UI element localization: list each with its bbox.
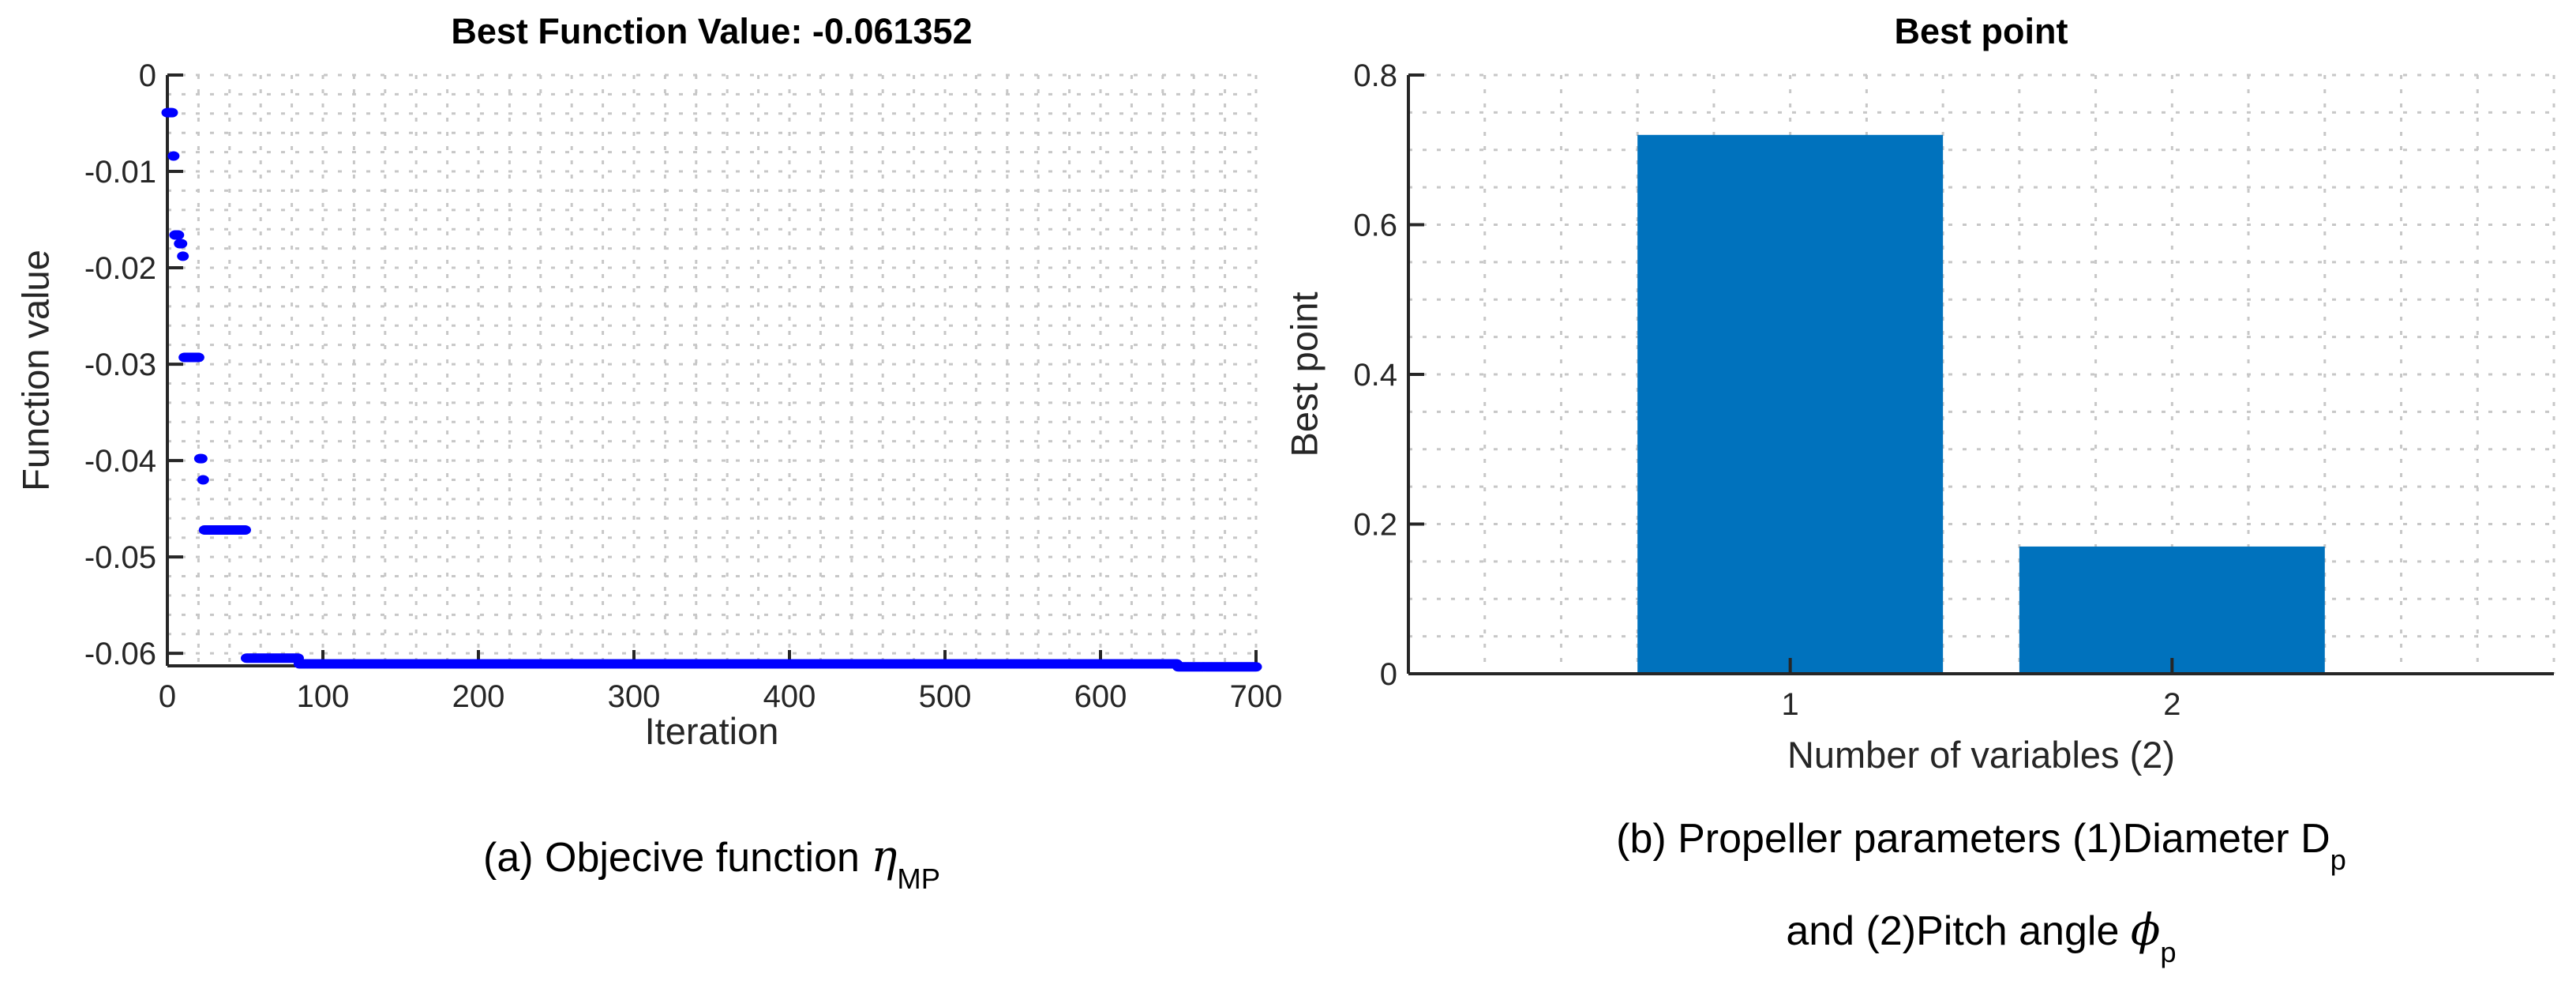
phi-symbol: ϕ [2130,904,2161,955]
caption-b-line2-text: and (2)Pitch angle [1786,908,2131,954]
left-x-tick-label: 300 [608,679,661,714]
left-x-tick-label: 200 [452,679,505,714]
left-y-tick-label: -0.05 [84,540,156,575]
right-plot-title: Best point [1894,11,2068,51]
left-y-tick-label: 0 [139,58,156,93]
caption-b-line1: (b) Propeller parameters (1)Diameter Dp [1408,815,2554,874]
right-plot-ylabel: Best point [1283,291,1325,457]
eta-symbol: η [871,831,898,881]
plots-canvas: 0 100 200 300 400 500 600 700 0 -0.01 -0.02 -0.03 -0… [84,58,2555,722]
left-x-tick-label: 700 [1230,679,1283,714]
left-y-tick-label: -0.06 [84,637,156,671]
right-plot-xlabel: Number of variables (2) [1787,734,2176,776]
caption-b-line2-subscript: p [2160,935,2177,968]
scatter-point [192,352,204,363]
left-y-tick-label: -0.04 [84,444,156,479]
scatter-point [239,524,251,535]
left-x-tick-label: 400 [763,679,816,714]
left-y-tick-label: -0.02 [84,251,156,286]
scatter-point [166,107,178,118]
left-x-tick-label: 0 [159,679,176,714]
right-y-tick-label: 0.4 [1353,358,1397,393]
left-y-tick-label: -0.03 [84,348,156,382]
scatter-point [167,151,180,161]
scatter-point [1250,662,1262,672]
caption-b-line1-subscript: p [2330,843,2346,876]
caption-a-subscript: MP [897,862,940,895]
scatter-point [175,239,188,249]
right-x-tick-label: 2 [2163,687,2180,722]
scatter-point [195,453,208,464]
left-plot-ylabel: Function value [14,250,57,491]
left-y-tick-label: -0.01 [84,155,156,190]
scatter-point [177,251,189,261]
left-x-tick-label: 100 [297,679,350,714]
caption-a: (a) Objecive function ηMP [167,831,1256,893]
bar-2 [2019,546,2325,674]
caption-a-text: (a) Objecive function [483,835,872,881]
left-x-tick-label: 600 [1074,679,1127,714]
scatter-point [197,475,209,485]
left-x-tick-label: 500 [919,679,972,714]
right-y-tick-label: 0.8 [1353,58,1397,93]
right-y-tick-label: 0.6 [1353,209,1397,243]
scatter-point [172,230,185,240]
left-plot-title: Best Function Value: -0.061352 [451,11,973,51]
caption-b-line2: and (2)Pitch angle ϕp [1408,904,2554,966]
right-y-tick-label: 0.2 [1353,508,1397,543]
caption-b-line1-text: (b) Propeller parameters (1)Diameter D [1616,816,2330,862]
right-x-tick-label: 1 [1782,687,1799,722]
right-y-tick-label: 0 [1380,657,1397,692]
left-plot-xlabel: Iteration [644,710,779,752]
bar-1 [1637,134,1944,675]
